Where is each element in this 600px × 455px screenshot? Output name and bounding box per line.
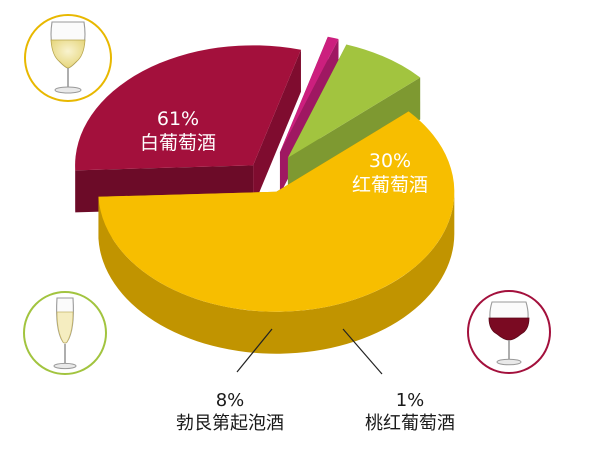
leader-line-sparkling (236, 328, 273, 373)
slice-name-white-wine: 白葡萄酒 (139, 131, 216, 154)
slice-name-sparkling: 勃艮第起泡酒 (176, 412, 284, 434)
slice-value-red-wine: 30% (368, 150, 412, 172)
red-wine-glass-icon (467, 290, 551, 374)
slice-wall-red-wine-end (253, 49, 301, 208)
slice-label-sparkling: 8% 勃艮第起泡酒 (140, 390, 320, 435)
slice-label-red-wine: 30% 红葡萄酒 (330, 150, 450, 198)
pie-top-faces (75, 36, 455, 312)
slice-white-wine (98, 111, 455, 312)
slice-value-rose: 1% (395, 390, 425, 411)
slice-label-rose: 1% 桃红葡萄酒 (340, 390, 480, 435)
slice-name-red-wine: 红葡萄酒 (351, 173, 428, 196)
slice-value-white-wine: 61% (156, 108, 200, 130)
slice-rose (279, 36, 339, 153)
slice-label-white-wine: 61% 白葡萄酒 (118, 108, 238, 156)
slice-name-rose: 桃红葡萄酒 (365, 412, 455, 434)
sparkling-wine-glass-icon (23, 291, 107, 375)
slice-rim-white-wine-0 (98, 191, 455, 354)
slice-sparkling (287, 44, 421, 158)
white-wine-glass-icon (24, 14, 112, 102)
leader-line-rose (342, 328, 383, 375)
slice-red-wine (75, 45, 301, 171)
slice-value-sparkling: 8% (215, 390, 245, 411)
